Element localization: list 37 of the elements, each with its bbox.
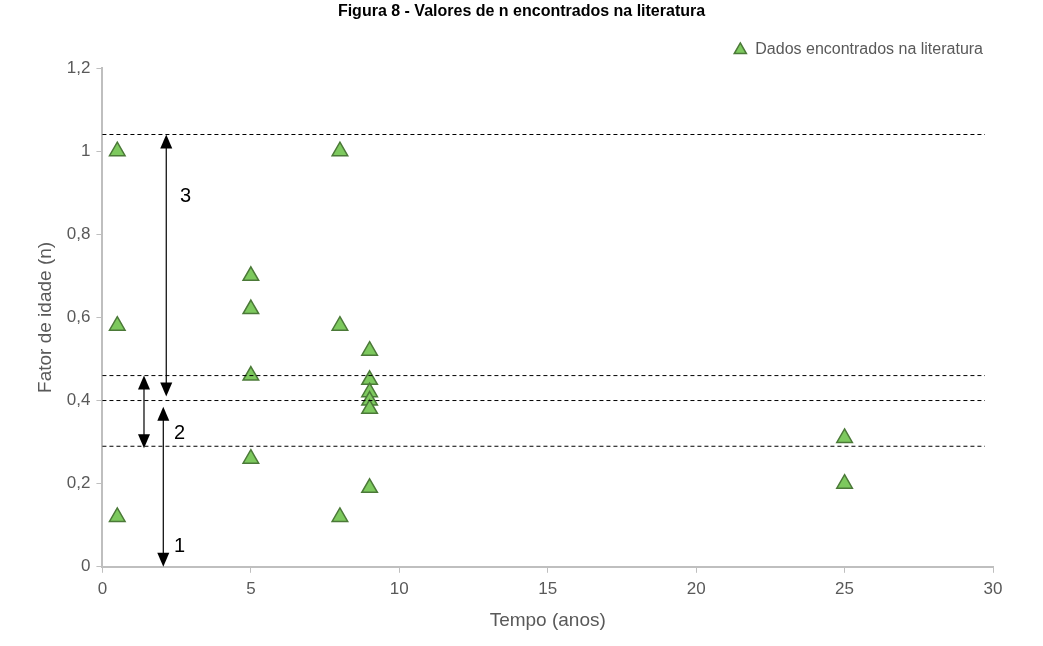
- annotation: 2: [174, 421, 186, 444]
- point: [242, 299, 260, 315]
- annotation: 1: [174, 533, 186, 556]
- x-tick-label: 0: [97, 578, 108, 598]
- x-tick-label: 10: [389, 578, 409, 598]
- x-tick-label: 30: [983, 578, 1003, 598]
- y-tick-label: 0,8: [66, 223, 91, 243]
- point: [361, 478, 379, 494]
- point: [361, 370, 379, 385]
- y-tick-label: 1: [80, 140, 91, 160]
- point: [361, 340, 379, 356]
- y-tick-label: 0,6: [66, 307, 91, 327]
- point: [242, 365, 260, 381]
- point: [242, 266, 260, 282]
- point: [331, 507, 349, 523]
- x-tick-label: 5: [246, 578, 256, 598]
- y-tick-label: 0: [80, 556, 91, 576]
- x-axis-title: Tempo (anos): [489, 608, 606, 630]
- point: [108, 141, 126, 157]
- point: [108, 315, 126, 331]
- y-tick-label: 1,2: [66, 57, 91, 77]
- point: [331, 315, 349, 331]
- y-tick-label: 0,2: [66, 473, 91, 493]
- x-tick-label: 20: [686, 578, 706, 598]
- y-axis-title: Fator de idade (n): [33, 241, 55, 393]
- x-tick-label: 25: [835, 578, 855, 598]
- y-tick-label: 0,4: [66, 390, 91, 410]
- point: [361, 399, 379, 415]
- point: [242, 448, 260, 464]
- point: [108, 507, 126, 523]
- annotation: 3: [179, 184, 192, 207]
- point: [331, 141, 349, 157]
- x-tick-label: 15: [538, 578, 558, 598]
- legend-label: Dados encontrados na literatura: [755, 40, 984, 58]
- point: [836, 428, 854, 444]
- point: [836, 473, 854, 489]
- chart-title: Figura 8 - Valores de n encontrados na literatura: [336, 2, 707, 20]
